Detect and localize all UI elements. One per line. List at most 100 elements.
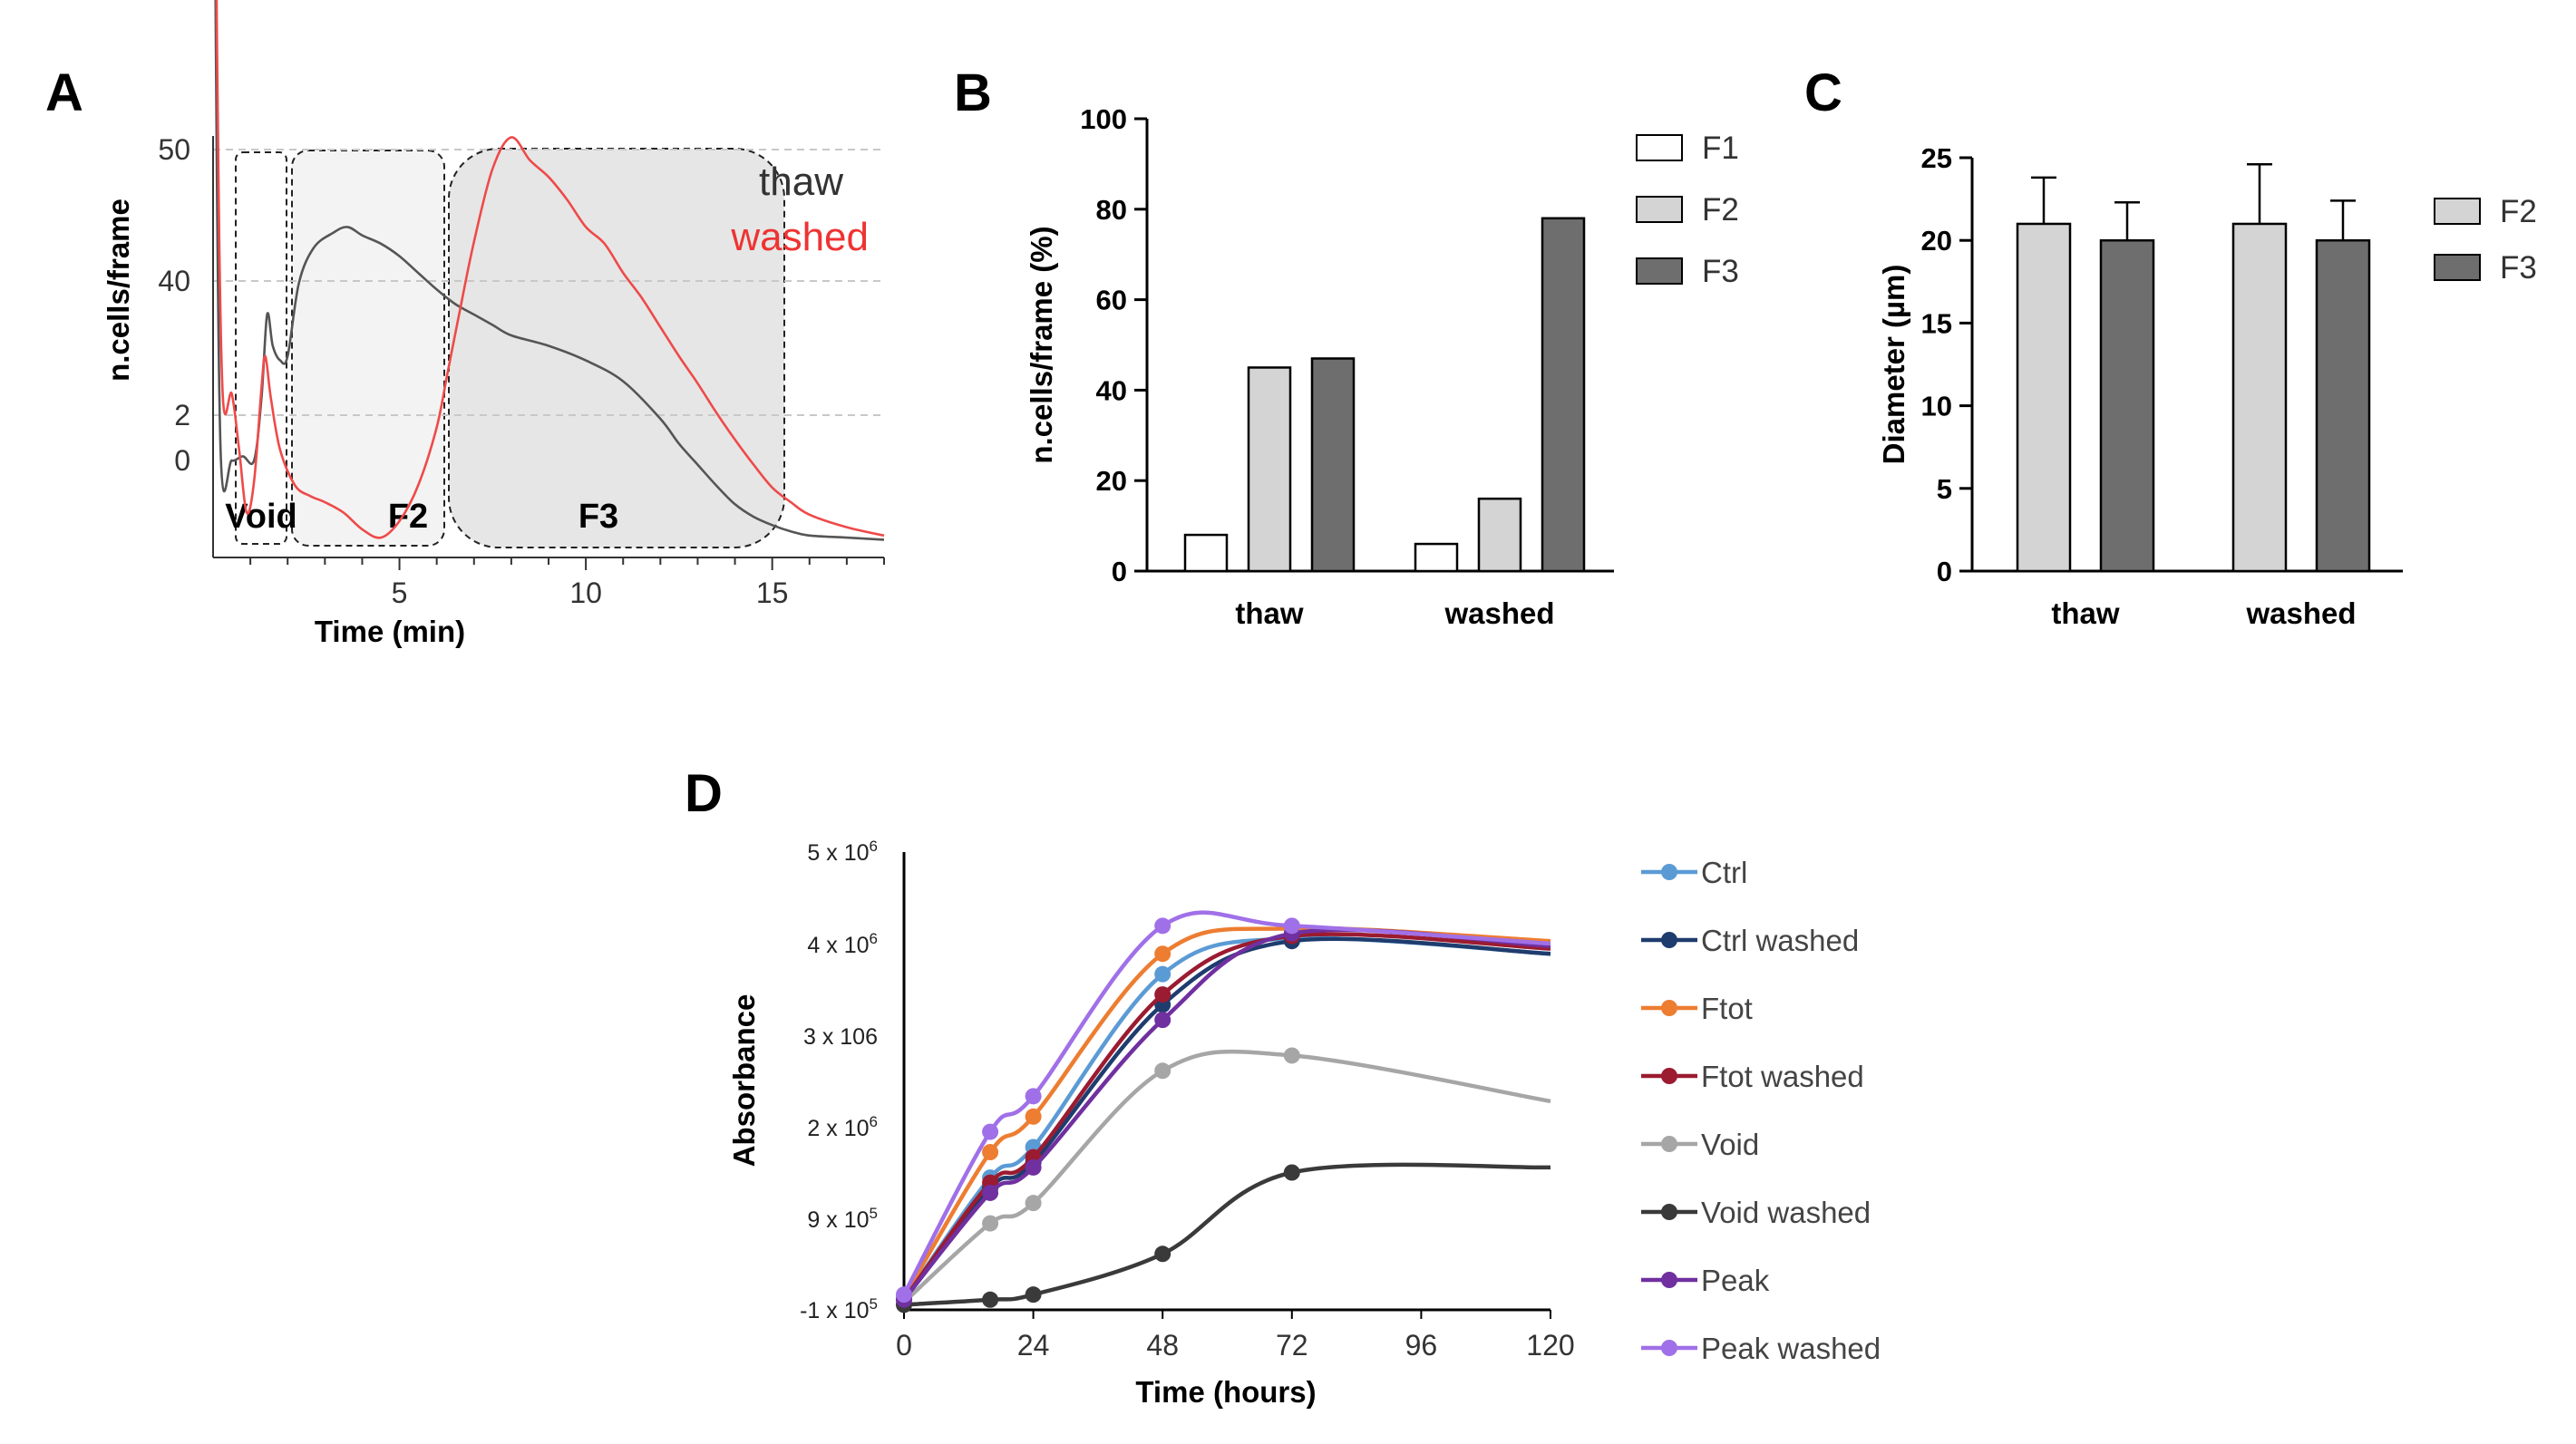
legend-label-peak-washed: Peak washed — [1701, 1332, 1881, 1365]
legend-swatch-f3 — [2434, 254, 2481, 281]
x-tick-label-15: 15 — [756, 577, 789, 609]
legend-marker-peak-washed — [1661, 1340, 1677, 1356]
y-tick-base-2: 3 x 106 — [803, 1024, 878, 1050]
y-tick-label-1: 40 — [158, 265, 190, 297]
point-peak-washed-24 — [1025, 1088, 1042, 1105]
panel-letter-d: D — [685, 764, 723, 823]
legend-swatch-f1 — [1636, 134, 1683, 161]
x-tick-label-72: 72 — [1276, 1329, 1308, 1362]
y-tick-label-20: 20 — [1096, 465, 1127, 497]
legend-swatch-f2 — [1636, 196, 1683, 223]
legend-marker-peak — [1661, 1272, 1677, 1288]
y-tick-label-4: 9 x 105 — [807, 1205, 878, 1233]
line-ftot — [902, 926, 1551, 1299]
y-tick-label-0: 0 — [1937, 556, 1952, 587]
y-tick-exponent-0: 6 — [870, 838, 878, 855]
legend-label-f1: F1 — [1702, 131, 1739, 166]
y-tick-label-20: 20 — [1921, 225, 1952, 257]
panel-c-chart: 0 5 10 15 20 25 Diameter (µm) thaw washed F2 F3 — [1877, 142, 2537, 630]
y-tick-label-5: -1 x 105 — [800, 1295, 878, 1323]
panel-letter-a: A — [45, 63, 83, 122]
point-void-48 — [1154, 1062, 1171, 1080]
panel-letter-b: B — [954, 63, 992, 122]
legend-label-ftot: Ftot — [1701, 992, 1753, 1025]
x-tick-label-24: 24 — [1017, 1329, 1050, 1362]
legend-label-ftot-washed: Ftot washed — [1701, 1060, 1864, 1093]
bar-f2-washed — [2231, 222, 2288, 573]
x-axis-title: Time (min) — [315, 615, 465, 648]
y-tick-exponent-4: 5 — [870, 1205, 878, 1222]
bar-f1-washed — [1414, 542, 1459, 573]
legend-marker-void — [1661, 1136, 1677, 1152]
y-axis-title: Diameter (µm) — [1877, 265, 1910, 465]
legend-swatch-f2 — [2434, 198, 2481, 225]
point-peak-washed-48 — [1154, 917, 1171, 935]
region-box-f3 — [448, 148, 785, 548]
y-tick-label-3: 0 — [174, 444, 190, 477]
x-tick-label-5: 5 — [392, 577, 408, 609]
y-tick-label-80: 80 — [1096, 194, 1127, 226]
x-tick-label-thaw: thaw — [2051, 596, 2120, 630]
y-tick-label-0: 50 — [158, 133, 190, 166]
point-void-16 — [982, 1215, 999, 1232]
y-tick-base-3: 2 x 10 — [807, 1116, 869, 1141]
point-peak-washed-0 — [896, 1286, 912, 1303]
y-tick-label-0: 0 — [1112, 556, 1127, 587]
region-box-f2 — [291, 150, 445, 547]
legend-label-peak: Peak — [1701, 1264, 1770, 1297]
y-axis-title: n.cells/frame — [102, 199, 135, 382]
y-axis-title: Absorbance — [727, 994, 761, 1168]
point-peak-16 — [982, 1184, 999, 1201]
legend-label-f3: F3 — [1702, 254, 1739, 289]
x-tick-label-96: 96 — [1405, 1329, 1438, 1362]
y-tick-base-5: -1 x 10 — [800, 1298, 869, 1323]
bar-f2-washed — [1477, 497, 1522, 573]
point-void-72 — [1283, 1047, 1300, 1064]
y-tick-label-3: 2 x 106 — [807, 1113, 878, 1141]
x-tick-label-48: 48 — [1146, 1329, 1179, 1362]
legend-label-f3: F3 — [2500, 250, 2537, 286]
region-label-void: Void — [225, 498, 297, 536]
y-tick-label-1: 4 x 106 — [807, 930, 878, 958]
x-axis-title: Time (hours) — [1135, 1375, 1316, 1409]
legend-label-f2: F2 — [2500, 194, 2537, 229]
legend-swatch-f3 — [1636, 257, 1683, 285]
line-washed — [215, 0, 885, 539]
y-tick-label-2: 3 x 106 — [803, 1024, 878, 1050]
legend-marker-ftot — [1661, 1000, 1677, 1016]
point-void-washed-16 — [982, 1291, 999, 1308]
line-peak — [902, 927, 1551, 1302]
line-thaw — [214, 0, 885, 541]
panel-a-chart: 5 10 15 50 40 2 0 Time (min) n.cells/frame Void F2… — [102, 0, 885, 648]
region-label-f2: F2 — [388, 498, 428, 536]
x-tick-label-120: 120 — [1526, 1329, 1574, 1362]
y-tick-exponent-1: 6 — [870, 930, 878, 947]
x-tick-label-0: 0 — [896, 1329, 912, 1362]
point-void-washed-24 — [1025, 1286, 1042, 1303]
y-tick-label-60: 60 — [1096, 285, 1127, 316]
bar-f3-thaw — [1310, 357, 1356, 573]
x-tick-label-washed: washed — [1444, 596, 1554, 630]
point-ctrl-48 — [1154, 965, 1171, 983]
region-label-f3: F3 — [578, 498, 618, 536]
y-tick-label-10: 10 — [1921, 391, 1952, 422]
y-tick-label-100: 100 — [1080, 103, 1127, 135]
legend-marker-ctrl — [1661, 864, 1677, 880]
y-tick-exponent-3: 6 — [870, 1113, 878, 1130]
point-void-24 — [1025, 1195, 1042, 1212]
point-peak-48 — [1154, 1012, 1171, 1029]
point-peak-washed-16 — [982, 1123, 999, 1140]
y-tick-exponent-5: 5 — [870, 1295, 878, 1313]
legend-label-f2: F2 — [1702, 192, 1739, 228]
point-ftot-24 — [1025, 1108, 1042, 1125]
y-tick-base-0: 5 x 10 — [807, 840, 869, 866]
y-tick-label-5: 5 — [1937, 473, 1952, 505]
bar-f2-thaw — [1247, 366, 1292, 573]
line-peak-washed — [902, 910, 1551, 1296]
point-peak-washed-72 — [1283, 917, 1300, 935]
x-tick-label-thaw: thaw — [1235, 596, 1304, 630]
legend-label-void: Void — [1701, 1128, 1759, 1161]
y-tick-base-4: 9 x 10 — [807, 1207, 869, 1233]
